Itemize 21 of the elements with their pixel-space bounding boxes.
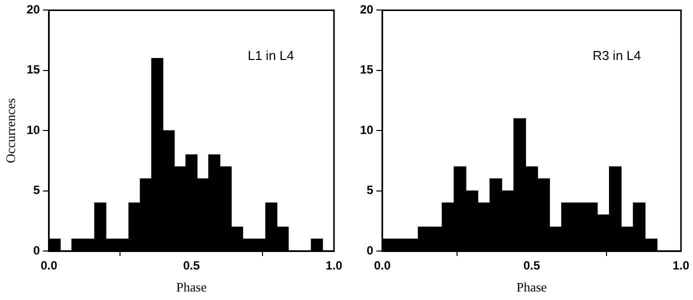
y-tick-label: 0 (366, 243, 374, 258)
y-axis-title: Occurrences (3, 98, 18, 164)
y-tick-label: 20 (26, 2, 40, 17)
y-tick-label: 5 (366, 183, 374, 198)
y-tick-label: 10 (26, 122, 40, 137)
x-axis-title: Phase (176, 280, 207, 295)
y-tick-label: 20 (360, 2, 374, 17)
annotation: R3 in L4 (592, 48, 641, 64)
y-tick-label: 15 (26, 62, 40, 77)
x-tick-label: 0.0 (40, 258, 58, 273)
y-tick-label: 0 (33, 243, 40, 258)
x-tick-label: 0.0 (374, 258, 392, 273)
x-tick-label: 0.5 (183, 258, 200, 273)
x-tick-label: 0.5 (523, 258, 540, 273)
x-tick-label: 1.0 (326, 258, 343, 273)
annotation: L1 in L4 (248, 48, 294, 64)
x-axis-title: Phase (516, 280, 548, 295)
y-tick-label: 5 (33, 183, 40, 198)
x-tick-label: 1.0 (672, 258, 690, 273)
y-tick-label: 10 (360, 122, 374, 137)
y-tick-label: 15 (360, 62, 374, 77)
